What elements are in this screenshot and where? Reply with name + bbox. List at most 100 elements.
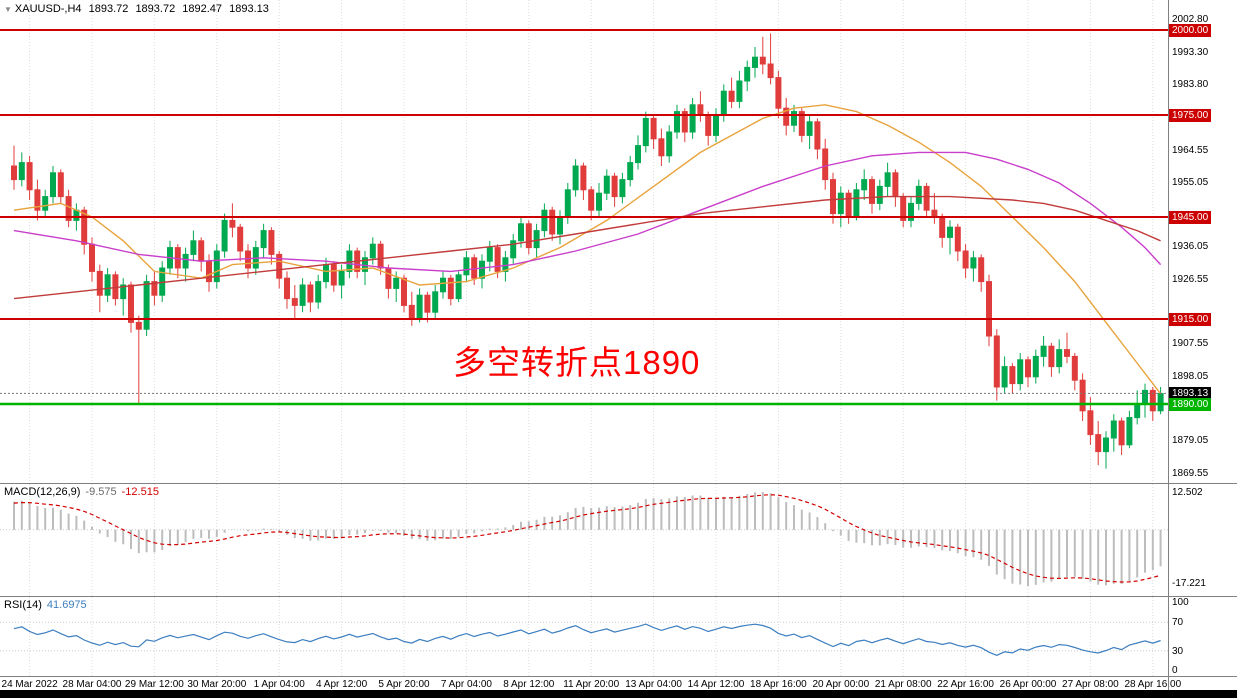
candle-body [939,216,946,238]
candle-body [510,240,517,259]
candle [806,115,813,149]
axis-label: 1898.05 [1172,370,1209,382]
time-label: 8 Apr 12:00 [503,679,555,690]
candle-body [884,172,891,187]
candle-body [338,270,345,286]
candle-body [1126,417,1133,446]
candle-body [463,257,470,276]
candle [221,213,228,258]
candle [798,108,805,143]
time-label: 30 Mar 20:00 [187,679,247,690]
candle-body [330,264,337,286]
candle [1040,336,1047,367]
separator-macd-rsi[interactable] [0,596,1237,597]
candle-body [923,185,930,211]
candle-body [11,165,17,181]
ma-fast-line [13,104,1162,395]
candle-body [1095,434,1102,453]
chart-shift-marker-icon[interactable]: ▼ [4,5,12,14]
rsi-scale-30: 30 [1172,646,1184,657]
candle-body [229,219,236,228]
candle [104,268,111,302]
candle-body [1079,379,1086,412]
macd-scale-max: 12.502 [1172,487,1203,498]
candle-body [377,243,384,269]
rsi-panel[interactable] [0,597,1168,676]
candle [174,244,181,279]
rsi-scale-0: 0 [1172,665,1178,676]
macd-signal-value: -12.515 [121,486,159,498]
candle [892,169,899,207]
time-label: 27 Apr 08:00 [1062,679,1119,690]
candle-body [1157,392,1164,412]
candle-body [705,114,712,136]
macd-panel[interactable] [0,484,1168,596]
candle [572,159,579,197]
candle [34,179,41,221]
candle-body [120,284,127,300]
candle [970,251,977,282]
candle-body [525,223,532,249]
axis-price-tag: 1893.13 [1169,386,1212,400]
candle-body [783,107,790,126]
candle-body [915,185,922,204]
candle-body [674,111,680,133]
candle [744,60,751,92]
axis-price-tag: 1945.00 [1169,210,1212,224]
candle-body [720,90,727,116]
candle-body [564,189,571,218]
candle-body [611,175,618,198]
candle [143,274,150,336]
candle-body [557,216,563,235]
candle [767,33,774,85]
candle-body [96,270,103,296]
candle [229,203,236,238]
time-label: 5 Apr 20:00 [378,679,430,690]
candle-body [1103,437,1109,453]
candle-body [479,260,485,279]
candle [1017,353,1024,391]
candle [549,206,556,241]
candle-body [221,219,228,252]
candle-body [1048,345,1055,368]
candle [720,84,727,122]
axis-label: 1907.55 [1172,338,1209,350]
candle-body [447,277,454,300]
candle-body [861,179,868,191]
candle [603,169,610,200]
candle-body [814,121,821,150]
candle-body [237,226,244,252]
candle-body [1118,420,1125,446]
candle-body [588,189,595,211]
axis-label: 1955.05 [1172,176,1209,188]
macd-signal-line [13,494,1161,583]
candle [697,91,704,122]
candle [635,135,641,170]
candle [681,108,688,143]
candle-body [143,281,150,330]
candle [853,183,860,221]
candle-body [869,179,875,204]
candle-body [440,277,446,293]
rsi-label: RSI(14) [4,599,42,611]
candle [424,291,431,323]
candle [674,104,680,139]
candle-body [1110,420,1117,439]
candle-body [947,226,953,238]
candlestick-series [11,33,1164,469]
axis-label: 1993.30 [1172,46,1209,58]
candle [128,281,134,333]
candle [876,179,883,211]
separator-main-macd[interactable] [0,483,1237,484]
candle-body [26,162,33,191]
main-price-chart[interactable] [0,0,1168,483]
candle-body [681,111,688,133]
candle [1001,356,1008,394]
axis-label: 1869.55 [1172,467,1209,479]
candle-body [393,277,400,289]
candle [611,172,618,207]
time-axis[interactable]: 24 Mar 2022 28 Mar 04:00 29 Mar 12:00 30 Ma… [0,677,1237,690]
candle-body [759,56,766,65]
candle-body [291,298,298,306]
